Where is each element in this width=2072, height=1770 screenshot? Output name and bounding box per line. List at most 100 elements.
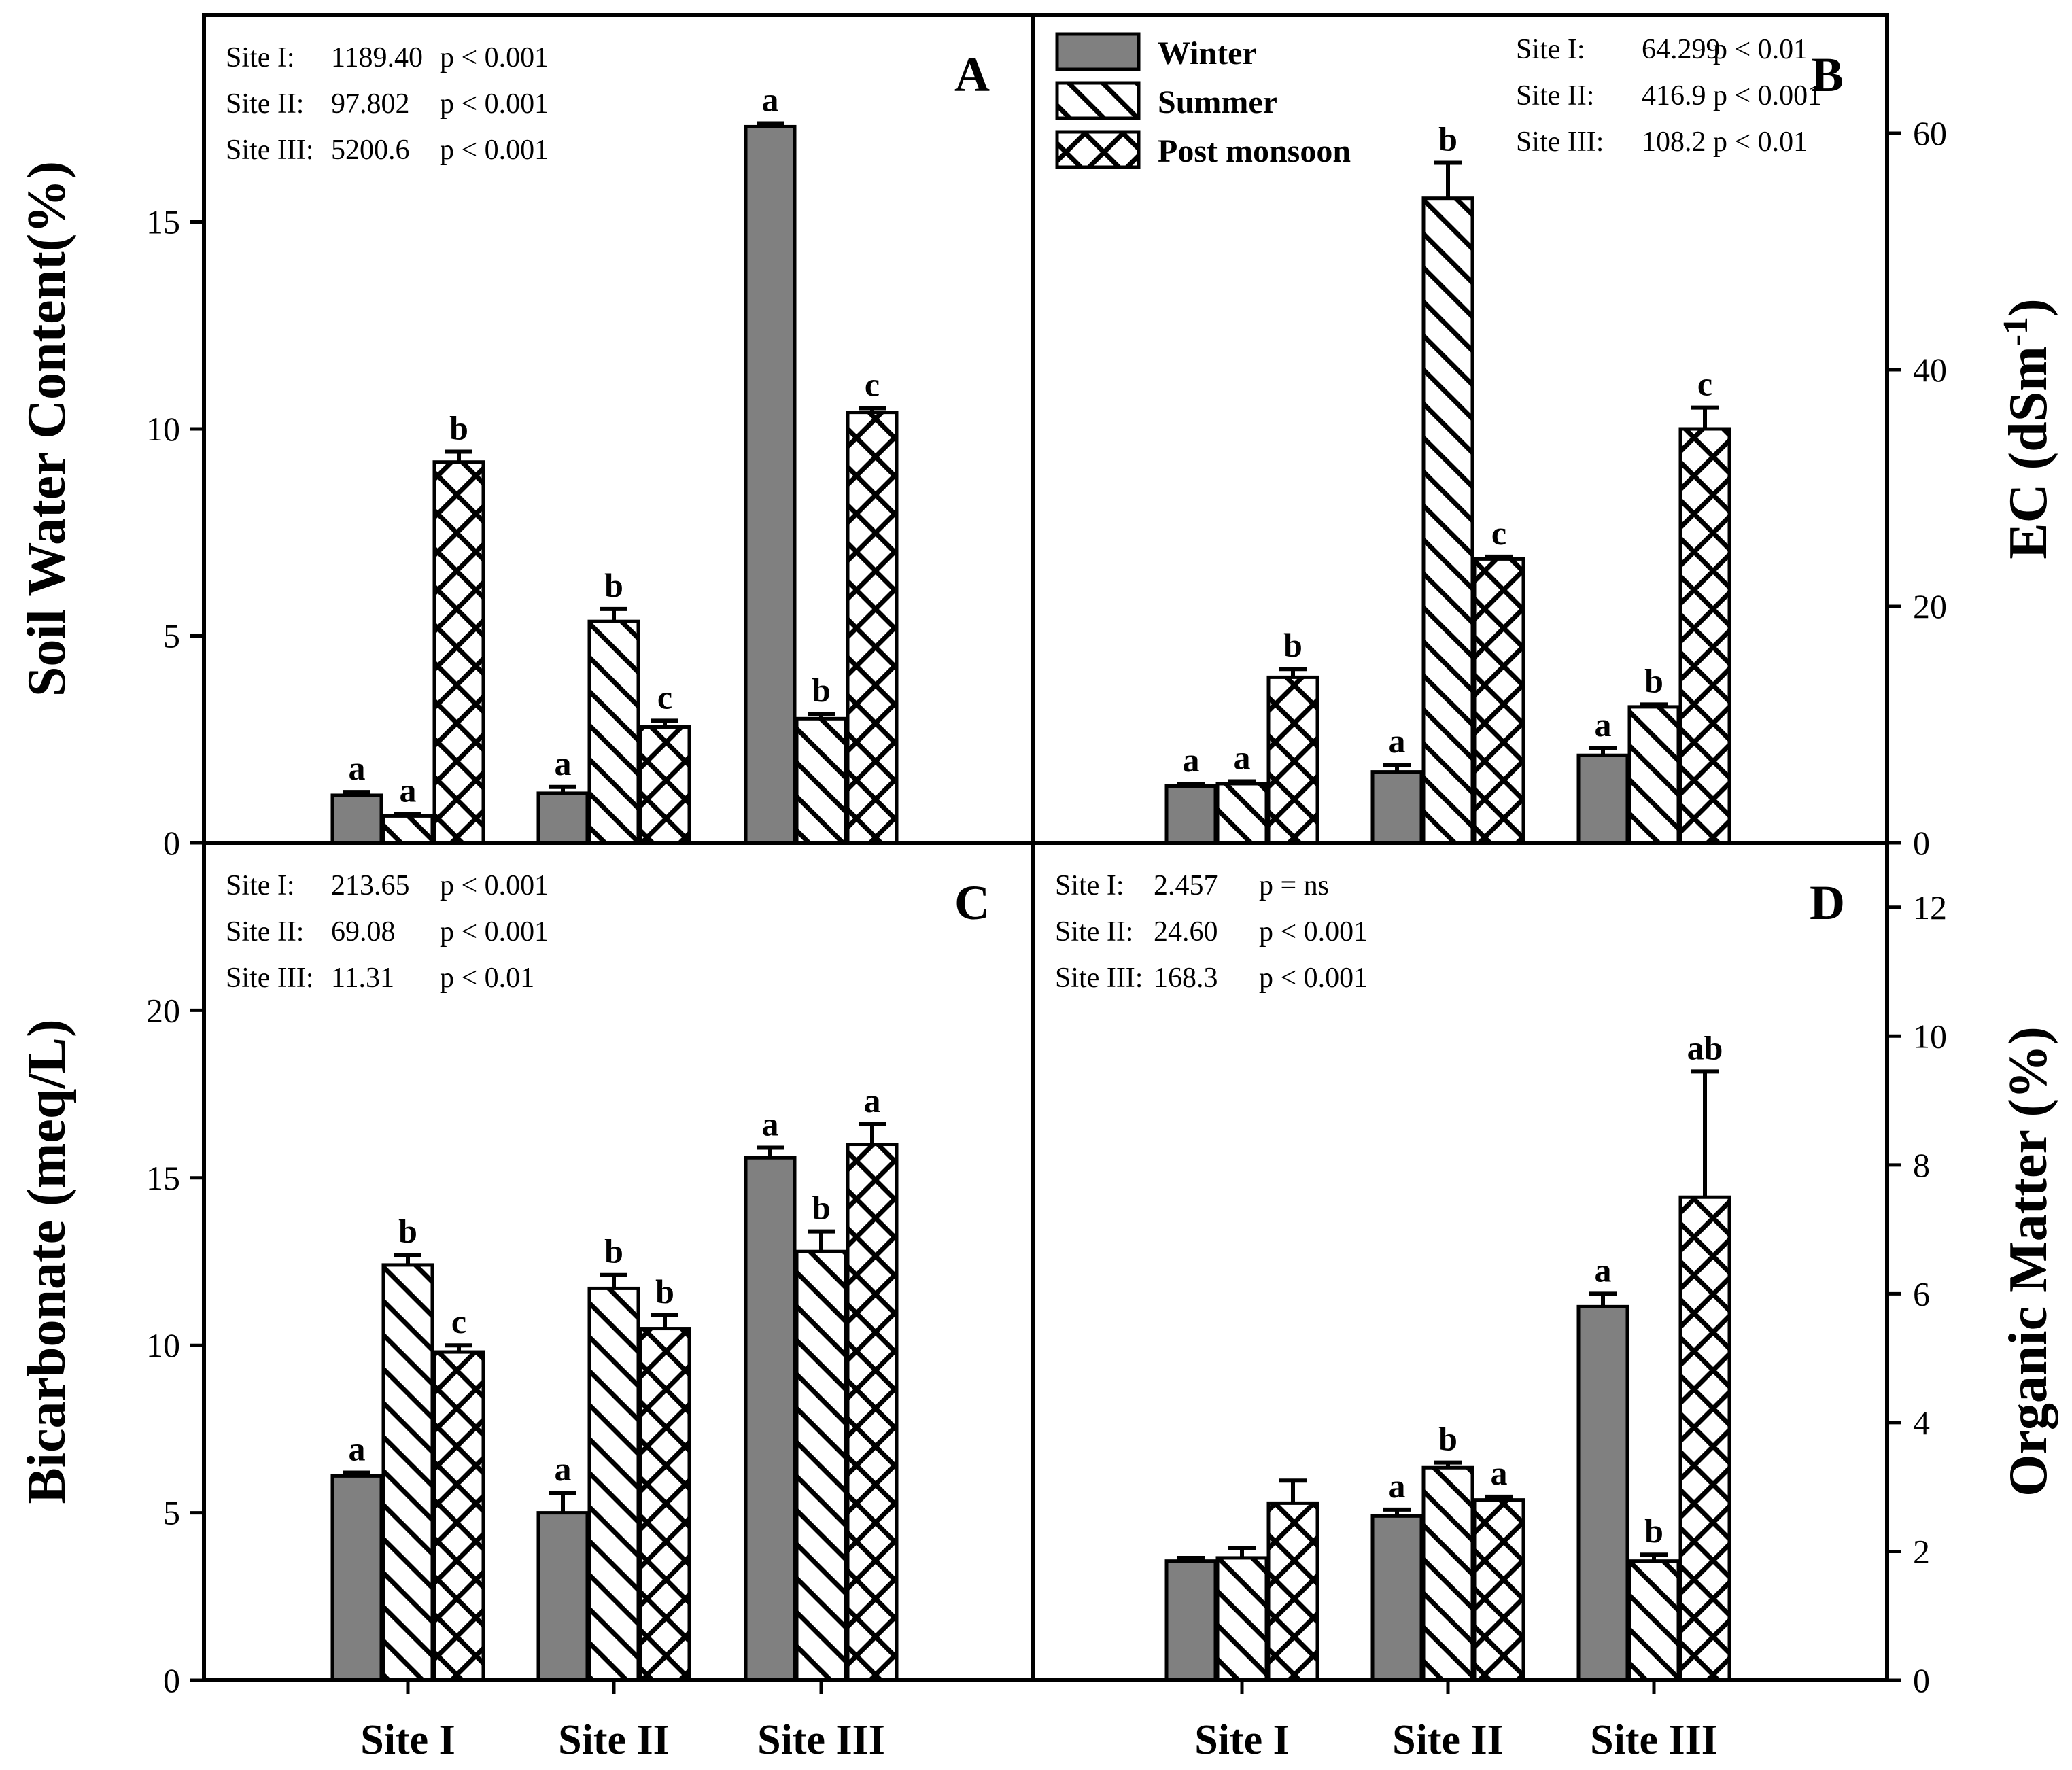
- y-tick-label-c-0: 0: [163, 1661, 180, 1699]
- stats-site-d-2: Site II:: [1055, 916, 1133, 948]
- significance-letter-b-postmonsoon-site2: c: [1491, 514, 1506, 552]
- significance-letter-b-postmonsoon-site3: c: [1697, 365, 1712, 403]
- bar-d-winter-site3: [1576, 1304, 1629, 1682]
- significance-letter-a-postmonsoon-site2: c: [657, 678, 672, 716]
- bar-b-postmonsoon-site3: [1678, 427, 1731, 845]
- bar-a-postmonsoon-site1: [432, 460, 485, 845]
- stats-value-a-1: 1189.40: [331, 42, 423, 73]
- significance-letter-d-summer-site2: b: [1438, 1420, 1457, 1458]
- significance-letter-b-summer-site2: b: [1438, 120, 1457, 158]
- y-tick-label-c-10: 10: [146, 1326, 180, 1364]
- stats-site-b-3: Site III:: [1516, 126, 1604, 158]
- significance-letter-a-summer-site2: b: [604, 566, 623, 604]
- bar-b-postmonsoon-site1: [1266, 675, 1319, 845]
- bar-b-summer-site3: [1627, 705, 1680, 845]
- stats-value-b-3: 108.2: [1642, 126, 1706, 158]
- stats-p-b-3: p < 0.01: [1713, 126, 1808, 158]
- stats-p-c-3: p < 0.01: [440, 962, 534, 994]
- stats-p-d-3: p < 0.001: [1259, 962, 1368, 994]
- bar-c-winter-site1: [330, 1474, 383, 1682]
- significance-letter-c-postmonsoon-site2: b: [655, 1272, 674, 1311]
- stats-value-c-3: 11.31: [331, 962, 394, 994]
- stats-value-d-1: 2.457: [1154, 870, 1218, 901]
- stats-value-a-2: 97.802: [331, 88, 410, 120]
- y-tick-label-c-20: 20: [146, 991, 180, 1029]
- stats-site-a-1: Site I:: [226, 42, 295, 73]
- stats-site-c-3: Site III:: [226, 962, 313, 994]
- bar-a-summer-site3: [795, 716, 848, 845]
- x-tick-label-d-site2: Site II: [1392, 1717, 1504, 1763]
- significance-letter-a-summer-site1: a: [400, 771, 417, 809]
- stats-value-c-1: 213.65: [331, 870, 410, 901]
- y-tick-label-b-40: 40: [1913, 351, 1947, 389]
- y-tick-label-a-5: 5: [163, 617, 180, 655]
- stats-value-a-3: 5200.6: [331, 135, 410, 166]
- significance-letter-b-winter-site1: a: [1183, 741, 1200, 779]
- y-tick-label-d-12: 12: [1913, 888, 1947, 926]
- y-tick-label-d-10: 10: [1913, 1017, 1947, 1055]
- bar-c-summer-site2: [587, 1286, 640, 1682]
- bar-d-winter-site1: [1164, 1559, 1218, 1682]
- significance-letter-a-postmonsoon-site3: c: [865, 366, 880, 404]
- stats-p-d-1: p = ns: [1259, 870, 1329, 901]
- y-axis-label-d: Organic Matter (%): [1999, 1026, 2058, 1497]
- y-tick-label-b-0: 0: [1913, 824, 1930, 862]
- y-tick-label-d-4: 4: [1913, 1404, 1930, 1442]
- bar-d-summer-site1: [1215, 1556, 1268, 1682]
- y-tick-label-b-20: 20: [1913, 587, 1947, 625]
- stats-site-a-2: Site II:: [226, 88, 304, 120]
- significance-letter-b-winter-site2: a: [1389, 722, 1406, 760]
- bar-b-postmonsoon-site2: [1472, 557, 1525, 845]
- stats-value-d-2: 24.60: [1154, 916, 1218, 948]
- y-tick-label-d-6: 6: [1913, 1274, 1930, 1313]
- stats-p-c-1: p < 0.001: [440, 870, 549, 901]
- stats-site-c-1: Site I:: [226, 870, 295, 901]
- stats-p-a-3: p < 0.001: [440, 135, 549, 166]
- legend-swatch-postmonsoon: [1055, 130, 1141, 169]
- legend-label-winter: Winter: [1158, 35, 1257, 71]
- stats-p-a-1: p < 0.001: [440, 42, 549, 73]
- y-tick-label-c-5: 5: [163, 1494, 180, 1532]
- significance-letter-c-winter-site3: a: [762, 1105, 779, 1143]
- bar-c-summer-site1: [381, 1263, 434, 1682]
- legend-swatch-winter: [1055, 32, 1141, 71]
- panel-letter-b: B: [1811, 48, 1844, 102]
- x-tick-label-d-site1: Site I: [1194, 1717, 1290, 1763]
- stats-p-b-1: p < 0.01: [1713, 34, 1808, 65]
- legend-label-summer: Summer: [1158, 84, 1277, 120]
- stats-site-c-2: Site II:: [226, 916, 304, 948]
- x-tick-label-c-site3: Site III: [757, 1717, 885, 1763]
- y-tick-label-c-15: 15: [146, 1159, 180, 1197]
- bar-c-winter-site3: [744, 1156, 797, 1682]
- y-tick-label-a-0: 0: [163, 824, 180, 862]
- frame-layer: [190, 13, 1901, 1694]
- significance-letter-b-postmonsoon-site1: b: [1283, 626, 1302, 664]
- bar-b-winter-site2: [1370, 770, 1423, 845]
- bars-layer: [330, 121, 1731, 1682]
- stats-value-b-2: 416.9: [1642, 80, 1706, 111]
- bar-b-winter-site3: [1576, 753, 1629, 845]
- y-tick-label-b-60: 60: [1913, 114, 1947, 152]
- stats-site-b-1: Site I:: [1516, 34, 1585, 65]
- bar-b-summer-site2: [1421, 196, 1474, 845]
- bar-a-postmonsoon-site3: [846, 411, 899, 845]
- bar-d-postmonsoon-site1: [1266, 1501, 1319, 1682]
- legend-swatch-summer: [1055, 81, 1141, 120]
- significance-letter-d-winter-site2: a: [1389, 1467, 1406, 1505]
- significance-letter-a-winter-site2: a: [555, 744, 572, 782]
- bar-c-postmonsoon-site1: [432, 1350, 485, 1682]
- significance-letter-b-summer-site1: a: [1234, 739, 1251, 777]
- bar-b-summer-site1: [1215, 782, 1268, 845]
- legend-label-postmonsoon: Post monsoon: [1158, 133, 1351, 169]
- stats-p-a-2: p < 0.001: [440, 88, 549, 120]
- x-tick-label-c-site2: Site II: [558, 1717, 670, 1763]
- stats-site-d-1: Site I:: [1055, 870, 1124, 901]
- bar-a-winter-site1: [330, 793, 383, 845]
- bar-c-summer-site3: [795, 1249, 848, 1682]
- stats-value-b-1: 64.299: [1642, 34, 1721, 65]
- x-tick-label-c-site1: Site I: [360, 1717, 455, 1763]
- bar-c-winter-site2: [536, 1511, 589, 1682]
- significance-letter-d-winter-site3: a: [1595, 1251, 1612, 1289]
- y-tick-label-a-10: 10: [146, 410, 180, 448]
